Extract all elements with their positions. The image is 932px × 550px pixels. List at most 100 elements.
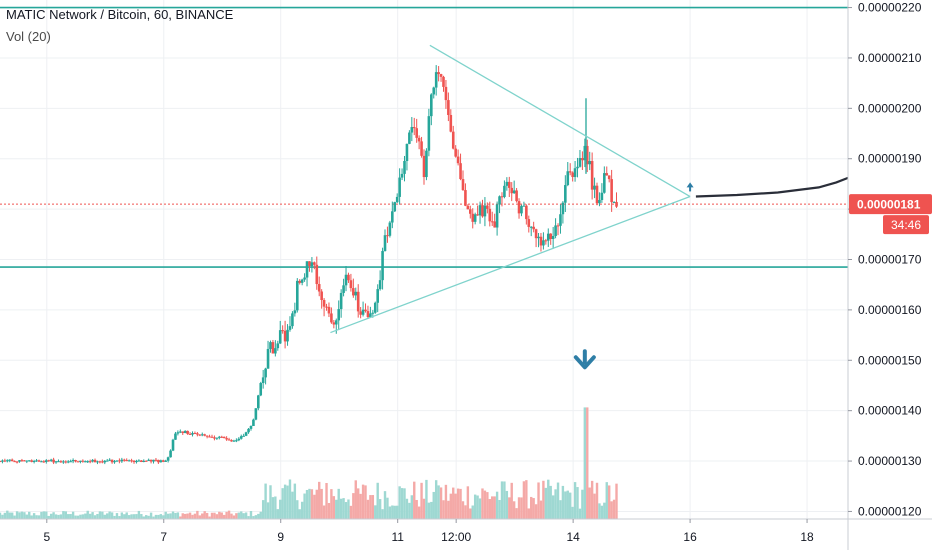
volume-bar xyxy=(145,515,148,519)
volume-bar xyxy=(296,500,299,519)
volume-bar xyxy=(593,493,596,519)
candle-body xyxy=(6,460,9,462)
volume-bar xyxy=(93,515,97,519)
candle-body xyxy=(249,426,253,429)
candle-body xyxy=(361,309,365,315)
candle-body xyxy=(581,158,584,161)
volume-bar xyxy=(103,514,106,519)
volume-bar xyxy=(503,481,506,519)
volume-bar xyxy=(476,495,479,519)
candle-body xyxy=(281,330,284,332)
volume-bar xyxy=(259,511,262,519)
candle-body xyxy=(122,459,126,461)
triangle-lower-line xyxy=(330,195,691,334)
volume-bar xyxy=(444,484,448,519)
volume-bar xyxy=(466,486,470,519)
volume-bar xyxy=(393,505,396,519)
volume-bar xyxy=(303,493,306,519)
volume-bar xyxy=(551,495,555,519)
volume-bar xyxy=(461,501,465,519)
candle-body xyxy=(529,226,533,228)
candle-body xyxy=(235,440,238,442)
candle-body xyxy=(415,128,418,138)
volume-bar xyxy=(142,516,145,519)
volume-bar xyxy=(25,514,29,519)
candle-body xyxy=(369,313,372,318)
candle-body xyxy=(225,438,228,440)
candle-body xyxy=(600,192,604,200)
x-tick-label: 18 xyxy=(800,530,814,544)
volume-bar xyxy=(288,479,292,519)
volume-bar xyxy=(447,500,450,519)
y-tick-label: 0.00000130 xyxy=(858,454,922,468)
candle-body xyxy=(32,461,36,463)
volume-bar xyxy=(130,514,133,519)
candle-body xyxy=(276,343,280,349)
candle-body xyxy=(105,460,109,462)
candle-body xyxy=(181,431,185,434)
candle-body xyxy=(366,311,370,318)
candle-body xyxy=(317,284,321,292)
candle-body xyxy=(386,235,389,237)
volume-bar xyxy=(544,487,548,519)
candle-body xyxy=(449,114,453,132)
volume-bar xyxy=(281,488,284,519)
candle-body xyxy=(451,131,455,149)
volume-bar xyxy=(403,488,406,519)
candle-body xyxy=(383,235,387,252)
candle-body xyxy=(344,274,348,286)
volume-bar xyxy=(610,501,613,519)
volume-bar xyxy=(534,504,538,519)
volume-bar xyxy=(196,510,199,519)
candle-body xyxy=(364,309,367,312)
candle-body xyxy=(373,302,377,313)
volume-bar xyxy=(183,513,187,519)
volume-bar xyxy=(276,509,279,519)
volume-bar xyxy=(376,482,379,519)
candle-body xyxy=(464,190,467,206)
candle-body xyxy=(93,459,97,463)
volume-bar xyxy=(242,513,245,519)
candle-body xyxy=(330,313,333,323)
volume-bar xyxy=(137,510,141,519)
candle-body xyxy=(356,291,360,312)
volume-bar xyxy=(357,488,360,519)
volume-bar xyxy=(52,512,55,519)
volume-bar xyxy=(605,482,608,519)
volume-bar xyxy=(542,480,545,519)
volume-bar xyxy=(47,515,50,519)
candle-body xyxy=(271,342,275,354)
candle-body xyxy=(515,190,518,202)
volume-bar xyxy=(84,513,87,519)
volume-bar xyxy=(49,513,53,519)
volume-bar xyxy=(603,502,606,519)
volume-bar xyxy=(91,512,94,519)
volume-bar xyxy=(391,505,394,519)
volume-bar xyxy=(590,480,594,519)
volume-bar xyxy=(342,498,345,519)
y-axis: 0.00000120 0.00000130 0.00000140 0.00000150… xyxy=(847,0,932,550)
volume-bar xyxy=(291,491,294,519)
volume-bar xyxy=(3,512,7,519)
volume-bar xyxy=(159,514,163,519)
candle-body xyxy=(169,450,172,458)
candle-body xyxy=(512,190,516,194)
volume-bar xyxy=(422,498,426,519)
candle-body xyxy=(230,440,233,442)
volume-bar xyxy=(420,482,423,519)
volume-bar xyxy=(225,511,228,519)
candle-body xyxy=(359,311,362,315)
volume-bar xyxy=(69,514,72,519)
candle-body xyxy=(237,438,241,441)
candle-body xyxy=(381,251,384,281)
candle-body xyxy=(66,461,70,463)
volume-bar xyxy=(123,514,126,519)
volume-bar xyxy=(127,515,131,519)
volume-bar xyxy=(157,514,160,519)
volume-bar xyxy=(205,512,209,519)
candle-body xyxy=(315,264,319,285)
volume-bar xyxy=(539,500,543,519)
candle-body xyxy=(293,310,297,314)
candle-body xyxy=(444,86,448,101)
